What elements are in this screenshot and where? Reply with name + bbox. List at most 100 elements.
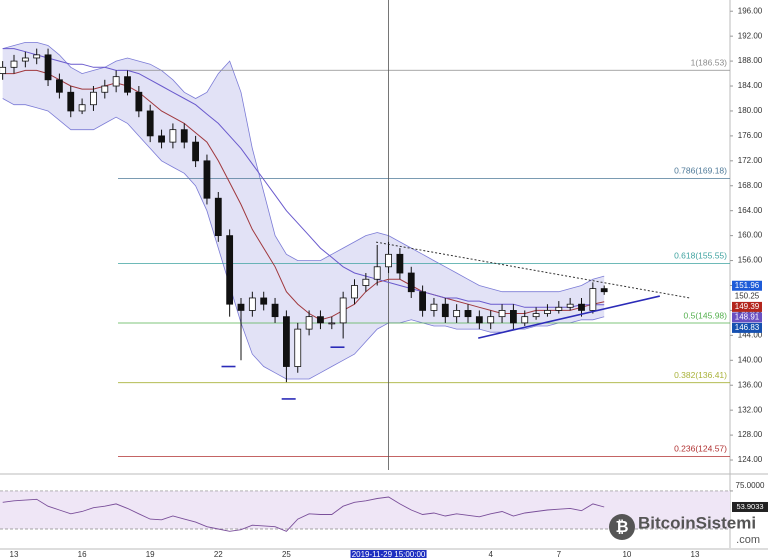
candle-body bbox=[521, 316, 529, 324]
price-tag: 148.91 bbox=[735, 313, 760, 322]
candle-body bbox=[362, 278, 370, 286]
y-tick-label: 164.00 bbox=[738, 206, 763, 215]
x-tick-label: 4 bbox=[488, 550, 493, 558]
watermark: ₿ BitcoinSistemi .com bbox=[609, 513, 760, 546]
watermark-name: BitcoinSistemi bbox=[638, 513, 756, 532]
candle-body bbox=[317, 316, 324, 324]
candle-body bbox=[90, 91, 97, 106]
candle-body bbox=[407, 272, 415, 293]
candle-body bbox=[453, 310, 461, 318]
x-tick-label: 13 bbox=[10, 550, 19, 558]
x-tick-label: 2019-11-29 15:00:00 bbox=[352, 550, 426, 558]
rsi-value: 53.9033 bbox=[736, 502, 763, 511]
candle-body bbox=[430, 303, 438, 311]
candle-body bbox=[0, 66, 7, 74]
y-tick-label: 132.00 bbox=[738, 405, 763, 414]
y-tick-label: 196.00 bbox=[738, 6, 763, 15]
candle-body bbox=[21, 57, 29, 62]
candle-body bbox=[498, 310, 506, 318]
watermark-logo-text: ₿ bbox=[615, 518, 628, 536]
candle-body bbox=[487, 316, 495, 324]
candle-body bbox=[271, 303, 279, 318]
candle-body bbox=[44, 54, 52, 81]
rsi-band bbox=[0, 490, 730, 529]
candle-body bbox=[555, 306, 563, 311]
x-tick-label: 13 bbox=[691, 550, 700, 558]
y-tick-label: 192.00 bbox=[738, 31, 763, 40]
trendline bbox=[375, 241, 691, 299]
fib-label: 0.5(145.98) bbox=[684, 310, 728, 320]
candle-body bbox=[475, 316, 483, 324]
candle-body bbox=[180, 129, 188, 143]
x-tick-label: 7 bbox=[557, 550, 562, 558]
candle-body bbox=[294, 328, 302, 367]
candle-body bbox=[260, 297, 268, 305]
crosshair-label-bg bbox=[350, 550, 427, 558]
x-tick-label: 19 bbox=[146, 550, 155, 558]
rsi-value-bg bbox=[732, 501, 768, 512]
candle-body bbox=[532, 313, 540, 318]
fib-label: 1(186.53) bbox=[691, 58, 728, 68]
x-tick-label: 10 bbox=[622, 550, 631, 558]
candle-body bbox=[396, 253, 404, 274]
candle-body bbox=[305, 316, 313, 330]
candle-body bbox=[192, 141, 200, 162]
y-tick-label: 140.00 bbox=[738, 355, 763, 364]
fib-label: 0.786(169.18) bbox=[674, 166, 727, 176]
fib-label: 0.236(124.57) bbox=[674, 444, 727, 454]
x-tick-label: 22 bbox=[214, 550, 223, 558]
x-tick-label: 25 bbox=[282, 550, 291, 558]
candle-body bbox=[158, 135, 165, 143]
candle-body bbox=[67, 91, 75, 112]
candle-body bbox=[124, 76, 131, 93]
y-tick-label: 188.00 bbox=[738, 56, 763, 65]
candle-body bbox=[203, 160, 211, 199]
candle-body bbox=[237, 303, 245, 311]
candle-body bbox=[351, 285, 358, 299]
rsi-tick-label: 75.0000 bbox=[736, 481, 765, 490]
candle-body bbox=[214, 197, 222, 237]
candle-body bbox=[385, 253, 392, 268]
candle-body bbox=[441, 303, 449, 318]
y-tick-label: 136.00 bbox=[738, 380, 763, 389]
y-tick-label: 160.00 bbox=[738, 231, 763, 240]
candle-body bbox=[373, 266, 381, 280]
band-upper bbox=[2, 42, 605, 293]
price-tag: 149.39 bbox=[735, 302, 760, 311]
candle-body bbox=[33, 54, 41, 59]
fib-label: 0.618(155.55) bbox=[674, 251, 727, 261]
candle-body bbox=[226, 235, 234, 305]
candle-body bbox=[544, 310, 551, 314]
price-tag-bg bbox=[732, 312, 762, 323]
candle-body bbox=[419, 291, 427, 311]
y-tick-label: 156.00 bbox=[738, 256, 763, 265]
y-tick-label: 180.00 bbox=[738, 106, 763, 115]
fib-label: 0.382(136.41) bbox=[674, 370, 727, 380]
candle-body bbox=[578, 303, 585, 311]
trendline bbox=[478, 295, 660, 339]
candle-body bbox=[101, 85, 109, 93]
price-tag: 146.83 bbox=[735, 323, 760, 332]
candle-body bbox=[10, 60, 18, 68]
candle-body bbox=[566, 303, 574, 308]
candle-body bbox=[56, 79, 63, 93]
candle-body bbox=[248, 297, 256, 311]
candle-body bbox=[135, 91, 143, 112]
price-tag: 151.96 bbox=[735, 281, 760, 290]
y-tick-label: 184.00 bbox=[738, 81, 763, 90]
y-tick-label: 128.00 bbox=[738, 430, 763, 439]
price-tag-bg bbox=[732, 301, 762, 312]
moving-average bbox=[2, 48, 605, 308]
candle-body bbox=[339, 297, 347, 324]
candle-body bbox=[328, 322, 336, 325]
price-tag-bg bbox=[732, 280, 762, 291]
candle-body bbox=[509, 310, 517, 324]
candle-body bbox=[282, 316, 290, 367]
x-tick-label: 16 bbox=[78, 550, 87, 558]
price-tag: 150.25 bbox=[735, 292, 760, 301]
y-tick-label: 168.00 bbox=[738, 181, 763, 190]
y-tick-label: 124.00 bbox=[738, 455, 763, 464]
candle-body bbox=[169, 129, 177, 143]
